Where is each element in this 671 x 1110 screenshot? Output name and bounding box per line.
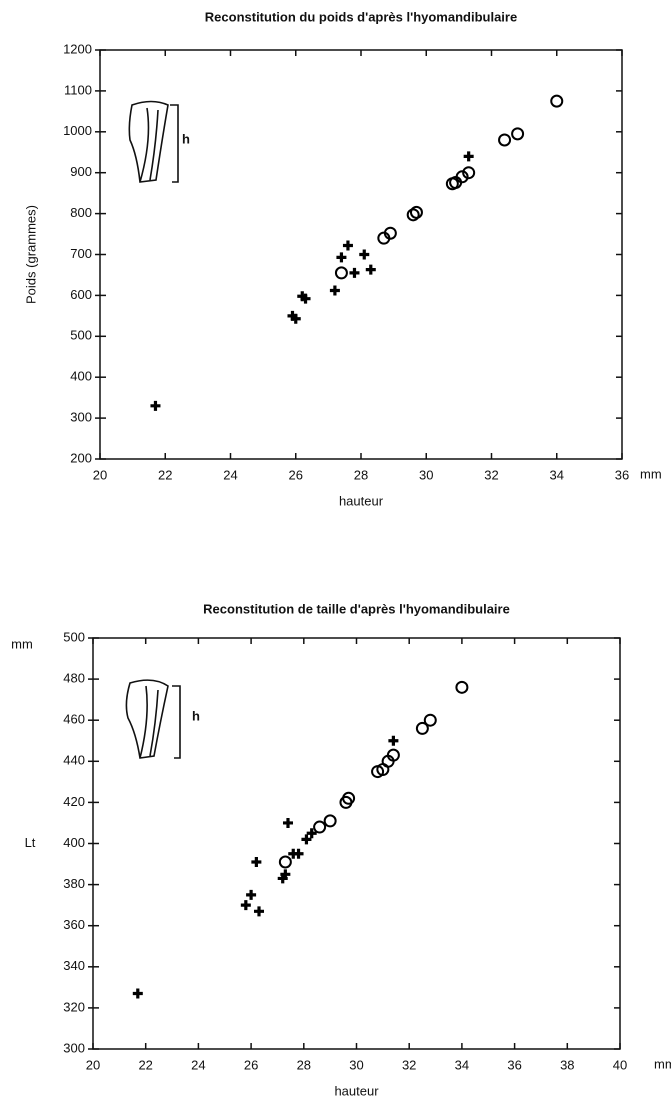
x-tick-label: 30 bbox=[419, 467, 433, 482]
plot-frame bbox=[92, 637, 621, 1050]
y-tick-label: 800 bbox=[70, 205, 92, 220]
y-tick-label: 1200 bbox=[63, 41, 92, 56]
x-tick-label: 32 bbox=[484, 467, 498, 482]
x-tick-label: 26 bbox=[244, 1057, 258, 1072]
circle-point bbox=[550, 94, 564, 108]
y-tick-label: 500 bbox=[63, 629, 85, 644]
cross-point bbox=[254, 906, 265, 917]
chart-title: Reconstitution de taille d'après l'hyoma… bbox=[203, 601, 510, 616]
circle-point bbox=[462, 166, 476, 180]
cross-point bbox=[301, 834, 312, 845]
y-tick-label: 380 bbox=[63, 876, 85, 891]
y-tick-label: 320 bbox=[63, 999, 85, 1014]
cross-point bbox=[150, 400, 161, 411]
y-tick-label: 500 bbox=[70, 328, 92, 343]
x-tick-label: 40 bbox=[613, 1057, 627, 1072]
x-tick-label: 28 bbox=[354, 467, 368, 482]
x-unit: mm bbox=[640, 466, 662, 481]
cross-point bbox=[293, 848, 304, 859]
circle-point bbox=[278, 855, 292, 869]
annotation: h bbox=[192, 708, 200, 723]
x-tick-label: 36 bbox=[507, 1057, 521, 1072]
circle-point bbox=[342, 791, 356, 805]
x-tick-label: 28 bbox=[297, 1057, 311, 1072]
x-tick-label: 20 bbox=[93, 467, 107, 482]
y-tick-label: 300 bbox=[70, 410, 92, 425]
y-tick-label: 900 bbox=[70, 164, 92, 179]
cross-point bbox=[329, 285, 340, 296]
circle-point bbox=[415, 721, 429, 735]
circle-point bbox=[334, 266, 348, 280]
y-tick-label: 1100 bbox=[64, 82, 92, 97]
circle-point bbox=[511, 127, 525, 141]
cross-point bbox=[246, 889, 257, 900]
y-tick-label: 1000 bbox=[63, 123, 92, 138]
chart-title: Reconstitution du poids d'après l'hyoman… bbox=[205, 9, 517, 24]
y-tick-label: 600 bbox=[70, 287, 92, 302]
y-tick-label: 400 bbox=[63, 835, 85, 850]
x-unit: mm bbox=[654, 1056, 671, 1071]
x-tick-label: 38 bbox=[560, 1057, 574, 1072]
x-axis-label: hauteur bbox=[339, 493, 384, 508]
circle-point bbox=[406, 208, 420, 222]
y-tick-label: 420 bbox=[63, 794, 85, 809]
y-tick-label: 460 bbox=[63, 712, 85, 727]
cross-point bbox=[365, 264, 376, 275]
circle-point bbox=[386, 748, 400, 762]
circle-point bbox=[498, 133, 512, 147]
cross-point bbox=[240, 900, 251, 911]
cross-point bbox=[388, 735, 399, 746]
circle-point bbox=[423, 713, 437, 727]
y-tick-label: 300 bbox=[63, 1040, 85, 1055]
x-tick-label: 20 bbox=[86, 1057, 100, 1072]
cross-point bbox=[290, 313, 301, 324]
y-tick-label: 400 bbox=[70, 369, 92, 384]
circle-point bbox=[455, 170, 469, 184]
cross-point bbox=[132, 988, 143, 999]
x-tick-label: 32 bbox=[402, 1057, 416, 1072]
circle-point bbox=[323, 814, 337, 828]
cross-point bbox=[300, 293, 311, 304]
x-tick-label: 24 bbox=[191, 1057, 205, 1072]
y-tick-label: 360 bbox=[63, 917, 85, 932]
cross-point bbox=[336, 252, 347, 263]
y-axis-label: Poids (grammes) bbox=[23, 205, 38, 304]
y-tick-label: 700 bbox=[70, 246, 92, 261]
y-tick-label: 480 bbox=[63, 671, 85, 686]
cross-point bbox=[282, 817, 293, 828]
y-axis-label: Lt bbox=[25, 835, 36, 850]
y-tick-label: 340 bbox=[63, 958, 85, 973]
cross-point bbox=[280, 869, 291, 880]
annotation: h bbox=[182, 131, 190, 146]
y-unit: mm bbox=[11, 636, 33, 651]
x-tick-label: 36 bbox=[615, 467, 629, 482]
x-tick-label: 34 bbox=[455, 1057, 469, 1072]
bone-icon bbox=[125, 679, 181, 759]
x-tick-label: 22 bbox=[138, 1057, 152, 1072]
x-tick-label: 26 bbox=[289, 467, 303, 482]
x-tick-label: 22 bbox=[158, 467, 172, 482]
cross-point bbox=[306, 828, 317, 839]
cross-point bbox=[251, 856, 262, 867]
x-axis-label: hauteur bbox=[334, 1083, 379, 1098]
y-tick-label: 200 bbox=[70, 450, 92, 465]
x-tick-label: 30 bbox=[349, 1057, 363, 1072]
circle-point bbox=[409, 205, 423, 219]
bone-icon bbox=[128, 100, 179, 183]
circle-point bbox=[455, 680, 469, 694]
circle-point bbox=[383, 226, 397, 240]
cross-point bbox=[463, 151, 474, 162]
x-tick-label: 24 bbox=[223, 467, 237, 482]
cross-point bbox=[359, 249, 370, 260]
cross-point bbox=[349, 267, 360, 278]
cross-point bbox=[342, 240, 353, 251]
circle-point bbox=[313, 820, 327, 834]
y-tick-label: 440 bbox=[63, 753, 85, 768]
x-tick-label: 34 bbox=[550, 467, 564, 482]
